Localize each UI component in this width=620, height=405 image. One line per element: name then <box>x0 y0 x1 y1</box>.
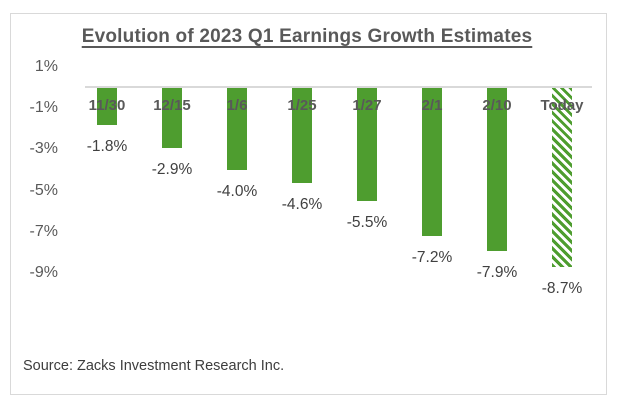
value-label: -1.8% <box>86 138 128 156</box>
value-label: -4.0% <box>216 183 258 201</box>
value-label: -8.7% <box>541 280 583 298</box>
value-label: -5.5% <box>346 214 388 232</box>
category-label: 2/10 <box>482 97 512 114</box>
zero-axis-line <box>85 86 592 88</box>
category-label: 1/6 <box>226 97 248 114</box>
bar <box>227 88 247 171</box>
bar <box>292 88 312 183</box>
y-axis-tick-label: -3% <box>29 140 58 158</box>
bar <box>97 88 117 126</box>
bar-hatched <box>552 88 572 268</box>
category-label: 1/27 <box>352 97 382 114</box>
bar <box>422 88 442 237</box>
bar <box>162 88 182 148</box>
chart-border-frame <box>10 13 607 395</box>
bar <box>487 88 507 251</box>
value-label: -7.9% <box>476 263 518 281</box>
value-label: -7.2% <box>411 249 453 267</box>
value-label: -2.9% <box>151 160 193 178</box>
y-axis-tick-label: -7% <box>29 222 58 240</box>
y-axis-tick-label: -1% <box>29 99 58 117</box>
category-label: Today <box>540 97 584 114</box>
bar <box>357 88 377 202</box>
category-label: 2/1 <box>421 97 443 114</box>
category-label: 11/30 <box>88 97 126 114</box>
category-label: 1/25 <box>287 97 317 114</box>
chart-title: Evolution of 2023 Q1 Earnings Growth Est… <box>81 26 533 47</box>
y-axis-tick-label: -5% <box>29 181 58 199</box>
category-label: 12/15 <box>153 97 191 114</box>
y-axis-tick-label: 1% <box>34 57 58 75</box>
value-label: -4.6% <box>281 195 323 213</box>
source-note: Source: Zacks Investment Research Inc. <box>23 358 285 374</box>
y-axis-tick-label: -9% <box>29 263 58 281</box>
